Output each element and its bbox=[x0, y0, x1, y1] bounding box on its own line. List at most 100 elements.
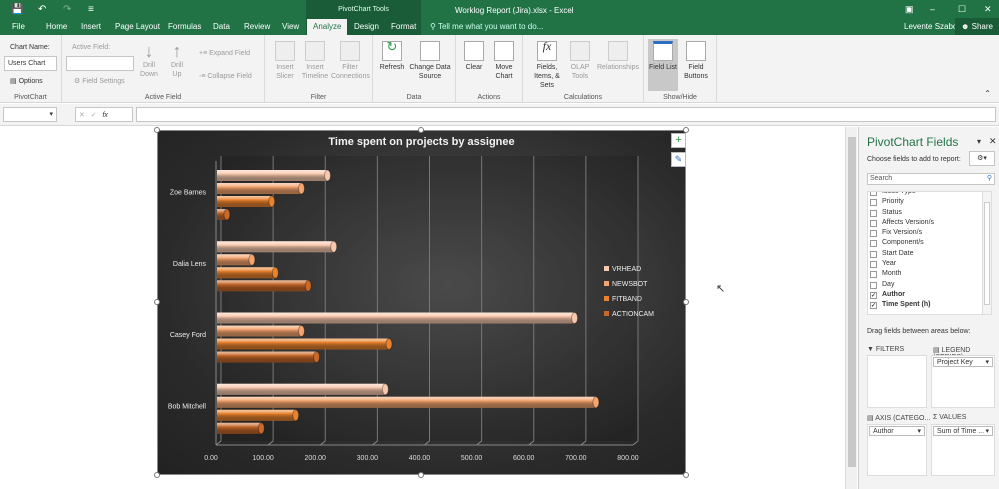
field-item[interactable]: Status bbox=[868, 209, 991, 219]
scrollbar-thumb[interactable] bbox=[848, 137, 856, 467]
checkbox[interactable] bbox=[870, 209, 877, 217]
move-chart-button[interactable]: Move Chart bbox=[490, 41, 518, 81]
checkbox[interactable] bbox=[870, 240, 877, 248]
resize-handle[interactable] bbox=[154, 127, 160, 133]
pane-close-icon[interactable]: ✕ bbox=[989, 136, 997, 146]
insert-timeline-button[interactable]: Insert Timeline bbox=[301, 41, 329, 81]
field-settings-button[interactable]: ⚙ Field Settings bbox=[74, 78, 125, 85]
share-button[interactable]: ☻ Share bbox=[955, 18, 999, 35]
project-key-field[interactable]: Project Key ▾ bbox=[933, 357, 993, 367]
resize-handle[interactable] bbox=[683, 472, 689, 478]
customize-qat-icon[interactable]: ≡ bbox=[88, 4, 94, 15]
field-buttons-button[interactable]: Field Buttons bbox=[680, 41, 712, 81]
collapse-field-button[interactable]: -≡ Collapse Field bbox=[199, 73, 252, 80]
field-search-input[interactable]: Search ⚲ bbox=[867, 173, 995, 185]
clear-button[interactable]: Clear bbox=[462, 41, 486, 72]
field-item[interactable]: Start Date bbox=[868, 250, 991, 260]
field-list-button[interactable]: Field List bbox=[648, 39, 678, 91]
tab-file[interactable]: File bbox=[12, 22, 25, 31]
undo-icon[interactable]: ↶ bbox=[38, 4, 47, 15]
axis-area[interactable]: Author ▾ bbox=[867, 424, 927, 476]
expand-field-button[interactable]: +≡ Expand Field bbox=[199, 50, 250, 57]
legend-area[interactable]: Project Key ▾ bbox=[931, 355, 995, 408]
tab-format[interactable]: Format bbox=[391, 22, 417, 31]
tools-gear-button[interactable]: ⚙▾ bbox=[969, 151, 995, 166]
pivot-chart[interactable]: Time spent on projects by assignee 0.00 1… bbox=[157, 130, 686, 475]
resize-handle[interactable] bbox=[154, 299, 160, 305]
redo-icon[interactable]: ↷ bbox=[63, 4, 72, 15]
filters-area[interactable] bbox=[867, 355, 927, 408]
fields-items-sets-button[interactable]: fx Fields, Items, & Sets bbox=[529, 40, 565, 90]
field-item[interactable]: Year bbox=[868, 260, 991, 270]
tab-insert[interactable]: Insert bbox=[81, 22, 102, 31]
field-item[interactable]: ✓ Time Spent (h) bbox=[868, 301, 991, 311]
insert-slicer-button[interactable]: Insert Slicer bbox=[271, 41, 299, 81]
resize-handle[interactable] bbox=[683, 127, 689, 133]
drill-down-button[interactable]: ↓ Drill Down bbox=[138, 41, 160, 79]
vertical-scrollbar[interactable] bbox=[845, 127, 857, 489]
tell-me-input[interactable]: ⚲ Tell me what you want to do... bbox=[430, 22, 544, 31]
axis-label: AXIS (CATEGO... bbox=[875, 415, 931, 422]
close-icon[interactable]: ✕ bbox=[984, 4, 992, 14]
ribbon-display-icon[interactable]: ▣ bbox=[905, 4, 914, 14]
author-field[interactable]: Author ▾ bbox=[869, 426, 925, 436]
olap-tools-button[interactable]: OLAP Tools bbox=[569, 41, 591, 81]
field-item[interactable]: Month bbox=[868, 270, 991, 280]
name-box[interactable]: ▾ bbox=[3, 107, 57, 122]
tab-formulas[interactable]: Formulas bbox=[168, 22, 202, 31]
sum-time-field[interactable]: Sum of Time ... ▾ bbox=[933, 426, 993, 436]
chart-styles-button[interactable]: ✎ bbox=[671, 152, 686, 167]
checkbox[interactable] bbox=[870, 199, 877, 207]
field-item[interactable]: Priority bbox=[868, 198, 991, 208]
checkbox[interactable]: ✓ bbox=[870, 291, 877, 299]
tab-design[interactable]: Design bbox=[354, 22, 379, 31]
field-item[interactable]: Component/s bbox=[868, 239, 991, 249]
field-list-scrollbar[interactable] bbox=[982, 192, 991, 314]
tab-view[interactable]: View bbox=[282, 22, 300, 31]
checkbox[interactable] bbox=[870, 261, 877, 269]
save-icon[interactable]: 💾 bbox=[11, 4, 24, 15]
checkbox[interactable] bbox=[870, 219, 877, 227]
chart-name-input[interactable]: Users Chart bbox=[4, 56, 57, 71]
field-item[interactable]: Day bbox=[868, 281, 991, 291]
field-item[interactable]: Fix Version/s bbox=[868, 229, 991, 239]
refresh-button[interactable]: ↻ Refresh bbox=[377, 40, 407, 72]
active-field-input[interactable] bbox=[66, 56, 134, 71]
checkbox[interactable] bbox=[870, 230, 877, 238]
maximize-icon[interactable]: ☐ bbox=[958, 4, 967, 14]
insert-function-icon[interactable]: fx bbox=[102, 112, 108, 119]
tab-data[interactable]: Data bbox=[213, 22, 230, 31]
change-data-source-button[interactable]: Change Data Source bbox=[409, 41, 451, 81]
scrollbar-thumb[interactable] bbox=[984, 202, 990, 305]
chart-elements-button[interactable]: + bbox=[671, 133, 686, 148]
relationships-button[interactable]: Relationships bbox=[597, 41, 639, 72]
resize-handle[interactable] bbox=[154, 472, 160, 478]
tab-analyze[interactable]: Analyze bbox=[307, 19, 348, 35]
resize-handle[interactable] bbox=[418, 472, 424, 478]
enter-icon[interactable]: ✓ bbox=[90, 112, 97, 119]
field-item[interactable]: ✓ Author bbox=[868, 291, 991, 301]
formula-input[interactable] bbox=[136, 107, 996, 122]
minimize-icon[interactable]: – bbox=[930, 4, 936, 14]
checkbox[interactable] bbox=[870, 271, 877, 279]
formula-bar: ▾ ✕ ✓ fx bbox=[0, 104, 999, 126]
options-button[interactable]: ▤ Options bbox=[10, 78, 43, 85]
tab-review[interactable]: Review bbox=[244, 22, 271, 31]
filter-connections-button[interactable]: Filter Connections bbox=[331, 41, 370, 81]
field-item[interactable]: Affects Version/s bbox=[868, 219, 991, 229]
resize-handle[interactable] bbox=[418, 127, 424, 133]
user-name[interactable]: Levente Szabo bbox=[904, 22, 958, 31]
resize-handle[interactable] bbox=[683, 299, 689, 305]
pane-options-icon[interactable]: ▾ bbox=[977, 137, 982, 146]
collapse-ribbon-icon[interactable]: ⌃ bbox=[984, 89, 991, 98]
checkbox[interactable]: ✓ bbox=[870, 302, 877, 310]
tab-home[interactable]: Home bbox=[46, 22, 68, 31]
drill-up-button[interactable]: ↑ Drill Up bbox=[166, 41, 188, 79]
checkbox[interactable] bbox=[870, 250, 877, 258]
cancel-icon[interactable]: ✕ bbox=[79, 112, 85, 119]
tab-page-layout[interactable]: Page Layout bbox=[115, 22, 160, 31]
checkbox[interactable] bbox=[870, 281, 877, 289]
field-item[interactable]: Issue Type bbox=[868, 192, 991, 198]
checkbox[interactable] bbox=[870, 192, 877, 196]
values-area[interactable]: Sum of Time ... ▾ bbox=[931, 424, 995, 476]
